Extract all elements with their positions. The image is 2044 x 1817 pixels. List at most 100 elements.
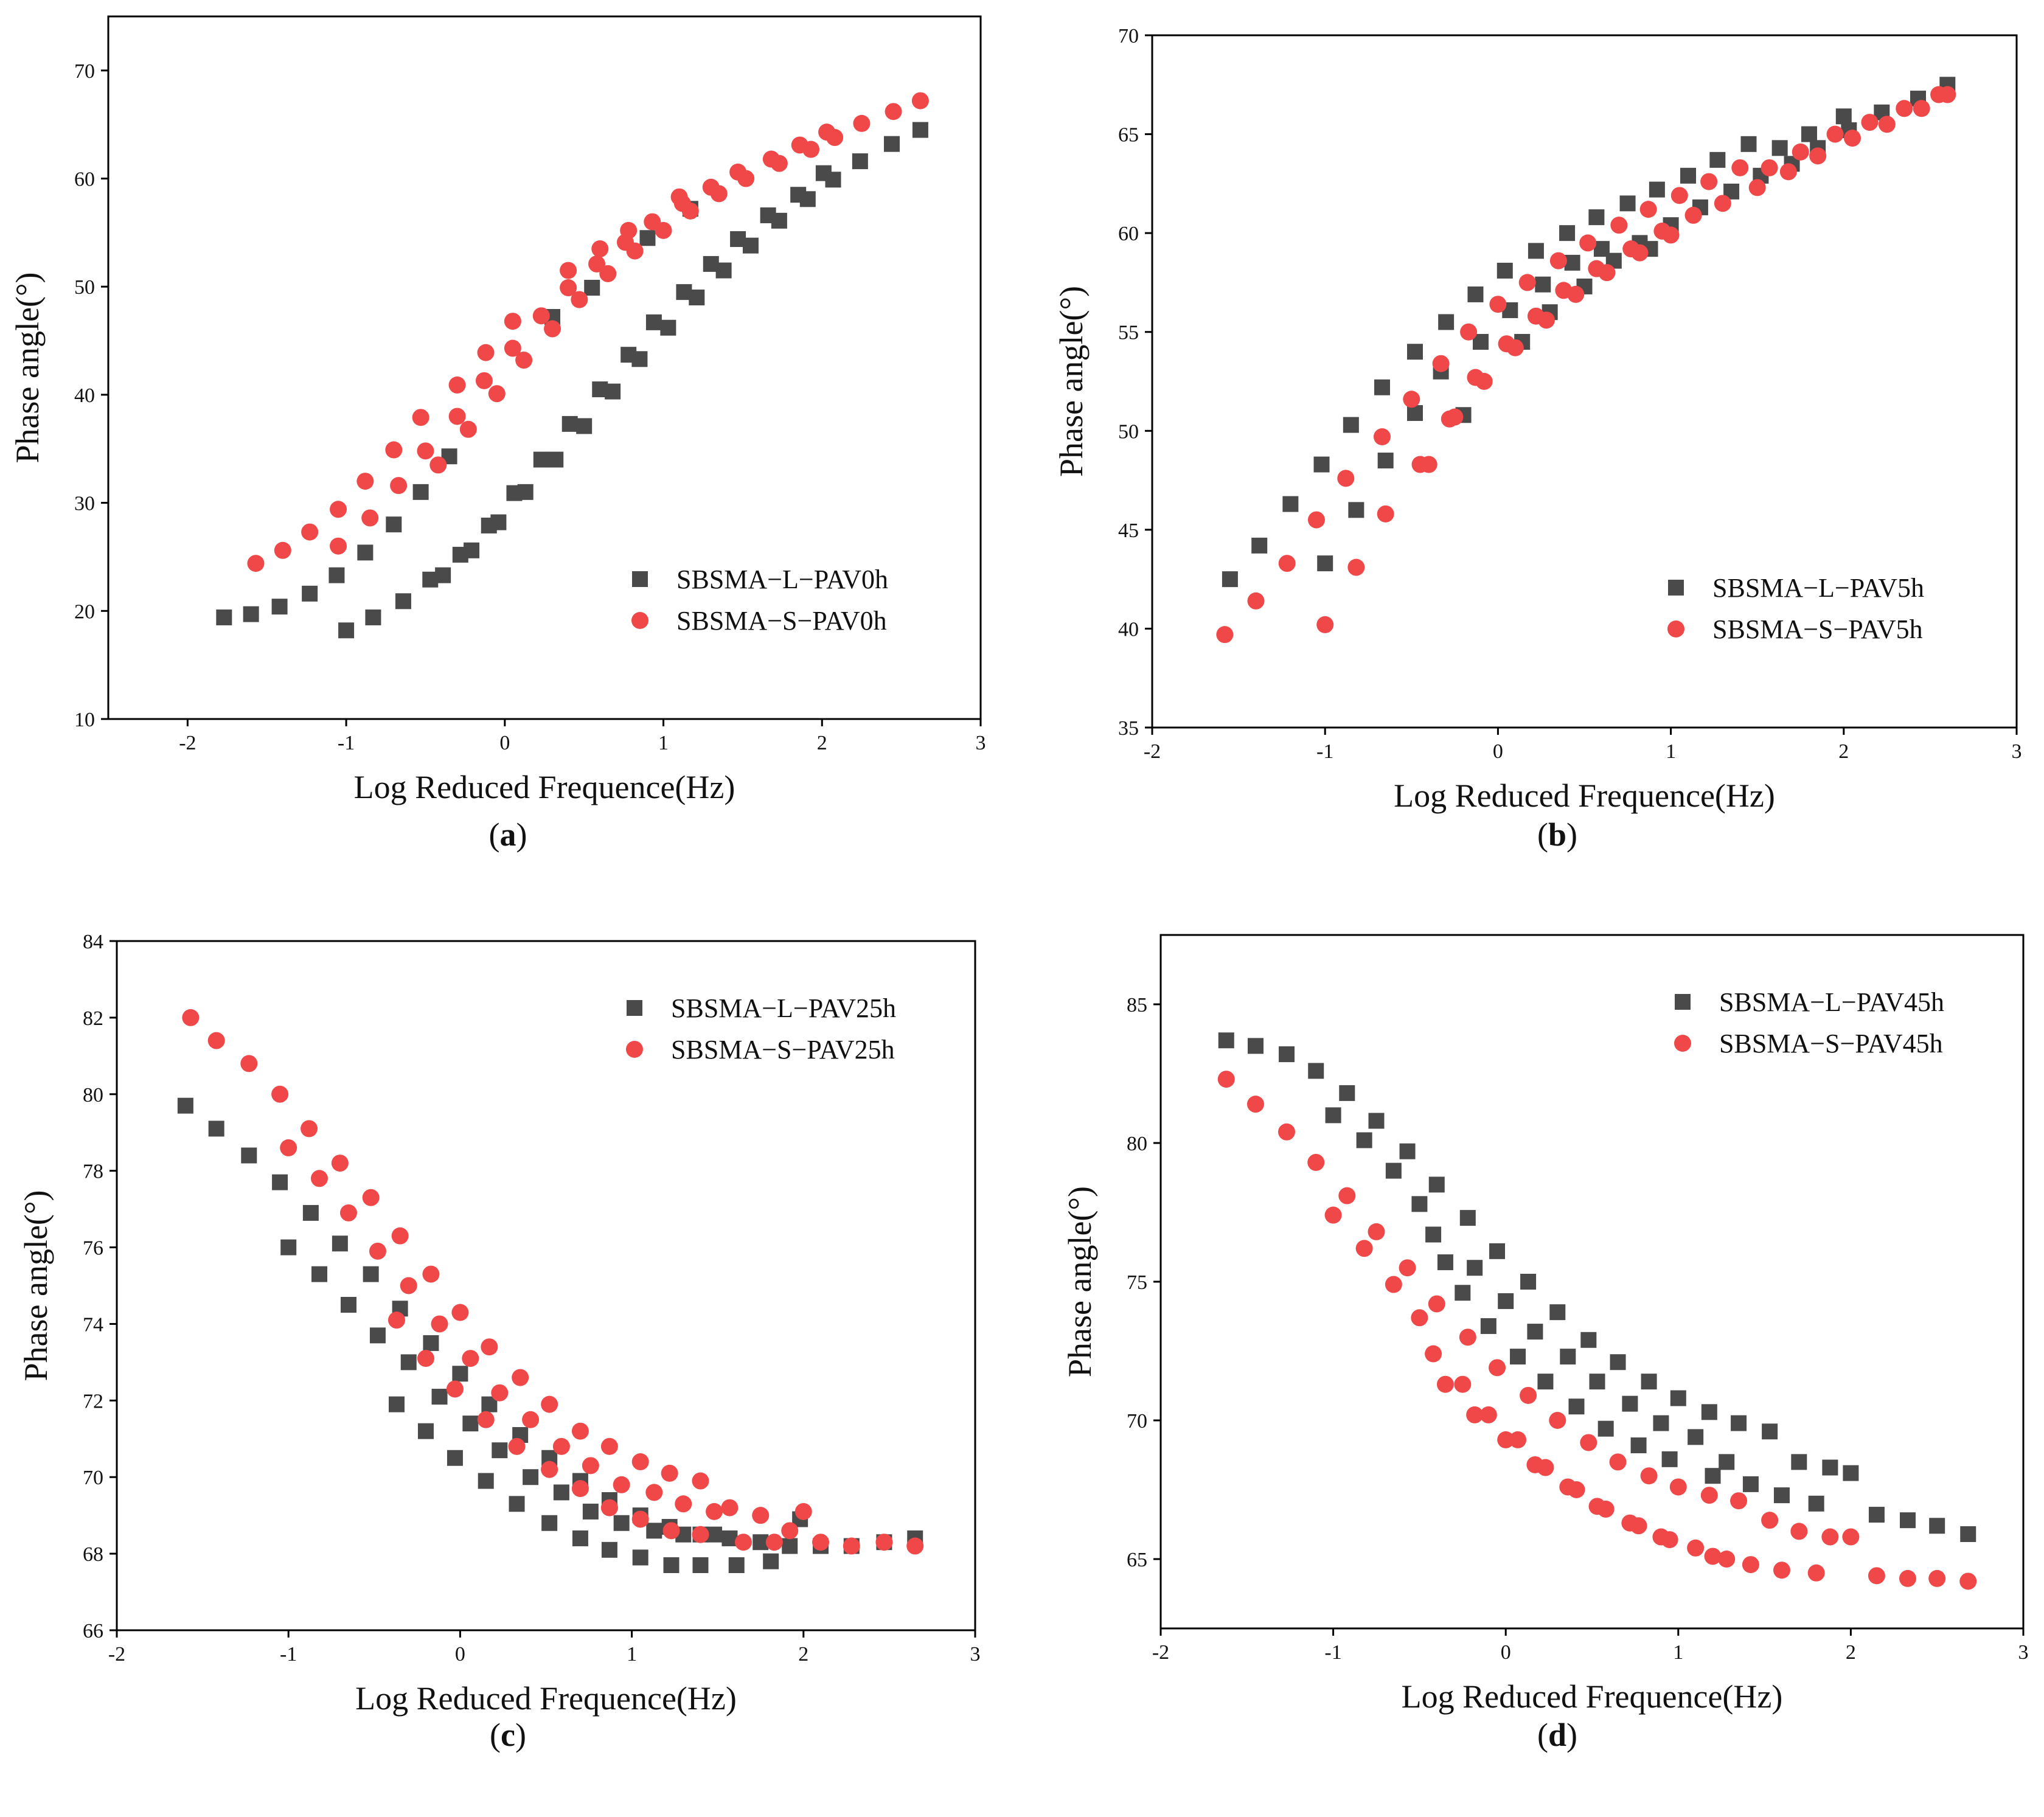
y-tick-label: 72 xyxy=(83,1390,103,1412)
data-point-circle xyxy=(1868,1567,1885,1585)
x-tick-label: 3 xyxy=(970,1643,981,1666)
x-tick-label: 2 xyxy=(1846,1641,1856,1664)
x-tick-label: -2 xyxy=(179,732,196,754)
data-point-circle xyxy=(330,501,347,518)
data-point-square xyxy=(645,314,662,330)
data-point-square xyxy=(572,1530,588,1546)
x-tick-label: 0 xyxy=(1493,740,1503,763)
x-axis-title: Log Reduced Frequence(Hz) xyxy=(355,1680,737,1717)
data-point-circle xyxy=(1518,274,1536,291)
y-tick-label: 10 xyxy=(74,709,95,731)
data-point-circle xyxy=(1403,391,1420,408)
data-point-square xyxy=(1899,1512,1916,1529)
y-tick-label: 50 xyxy=(1118,420,1139,443)
data-point-circle xyxy=(182,1009,200,1026)
data-point-circle xyxy=(770,155,788,172)
data-point-square xyxy=(1282,496,1299,512)
data-point-square xyxy=(1742,1476,1759,1492)
y-tick-label: 30 xyxy=(74,493,95,515)
data-point-square xyxy=(302,585,318,602)
data-point-circle xyxy=(491,1384,509,1402)
data-point-circle xyxy=(1247,592,1265,610)
data-point-square xyxy=(1343,417,1359,433)
data-point-circle xyxy=(1216,626,1234,644)
data-point-square xyxy=(1325,1107,1341,1124)
data-point-square xyxy=(1619,195,1636,212)
data-point-square xyxy=(400,1354,417,1371)
y-tick-label: 76 xyxy=(83,1237,103,1260)
series-L xyxy=(1218,1032,1976,1542)
data-point-square xyxy=(431,1389,448,1405)
data-point-square xyxy=(1437,1254,1453,1271)
x-tick-label: 2 xyxy=(817,732,827,754)
y-tick-label: 78 xyxy=(83,1161,103,1183)
data-point-circle xyxy=(906,1537,924,1555)
data-point-circle xyxy=(1432,355,1450,372)
data-point-square xyxy=(1709,151,1726,168)
y-tick-label: 55 xyxy=(1118,322,1139,344)
data-point-square xyxy=(177,1097,193,1114)
data-point-circle xyxy=(1826,125,1844,143)
data-point-square xyxy=(1438,314,1455,330)
y-tick-label: 82 xyxy=(83,1007,103,1030)
legend-label: SBSMA−S−PAV0h xyxy=(676,606,887,636)
data-point-circle xyxy=(1489,296,1507,313)
data-point-circle xyxy=(626,242,644,260)
data-point-circle xyxy=(1497,1431,1515,1448)
data-point-circle xyxy=(1347,558,1365,576)
data-point-circle xyxy=(552,1437,570,1455)
data-point-circle xyxy=(481,1338,498,1356)
data-point-circle xyxy=(417,1350,434,1367)
data-point-circle xyxy=(1520,1386,1537,1404)
data-point-circle xyxy=(541,1395,558,1413)
data-point-circle xyxy=(600,1499,618,1516)
x-tick-label: 1 xyxy=(658,732,669,754)
data-point-square xyxy=(1467,1260,1483,1276)
data-point-square xyxy=(1428,1176,1445,1193)
data-point-square xyxy=(742,237,759,254)
data-point-circle xyxy=(451,1304,469,1321)
data-point-square xyxy=(332,1235,348,1252)
data-point-circle xyxy=(1661,1531,1678,1549)
legend: SBSMA−L−PAV0h SBSMA−S−PAV0h xyxy=(631,565,888,636)
legend-marker-square xyxy=(1675,994,1691,1010)
data-point-square xyxy=(388,1396,405,1412)
data-point-circle xyxy=(1307,511,1325,529)
data-point-circle xyxy=(1324,1206,1342,1224)
data-point-circle xyxy=(1714,195,1731,212)
data-point-circle xyxy=(1844,130,1861,147)
data-point-square xyxy=(208,1120,224,1137)
data-point-circle xyxy=(802,141,820,158)
data-point-circle xyxy=(1704,1548,1722,1565)
legend-label: SBSMA−L−PAV45h xyxy=(1719,987,1944,1017)
series-S xyxy=(1216,86,1956,644)
data-point-circle xyxy=(532,307,550,325)
data-point-square xyxy=(1528,243,1544,259)
data-point-square xyxy=(417,1423,434,1439)
x-axis-title: Log Reduced Frequence(Hz) xyxy=(1402,1678,1783,1715)
data-point-circle xyxy=(692,1472,709,1490)
data-point-circle xyxy=(504,313,521,330)
x-tick-label: 3 xyxy=(2018,1641,2029,1664)
data-point-square xyxy=(782,1538,798,1554)
data-point-circle xyxy=(412,409,429,426)
y-tick-label: 80 xyxy=(83,1084,103,1107)
y-tick-label: 75 xyxy=(1127,1271,1147,1294)
data-point-square xyxy=(492,1442,508,1459)
data-point-circle xyxy=(400,1277,417,1294)
data-point-square xyxy=(1731,1415,1747,1431)
data-point-circle xyxy=(1475,373,1493,390)
y-tick-label: 35 xyxy=(1118,717,1139,740)
data-point-square xyxy=(1960,1526,1976,1542)
data-point-circle xyxy=(1598,264,1616,282)
data-point-circle xyxy=(1568,1481,1585,1498)
data-point-square xyxy=(1425,1226,1442,1243)
panel-label: (b) xyxy=(1537,816,1577,853)
y-tick-label: 68 xyxy=(83,1543,103,1566)
data-point-circle xyxy=(1337,470,1355,487)
legend-marker-circle xyxy=(631,612,648,629)
data-point-circle xyxy=(911,92,929,109)
data-point-circle xyxy=(1792,143,1809,161)
data-point-square xyxy=(1564,254,1580,271)
